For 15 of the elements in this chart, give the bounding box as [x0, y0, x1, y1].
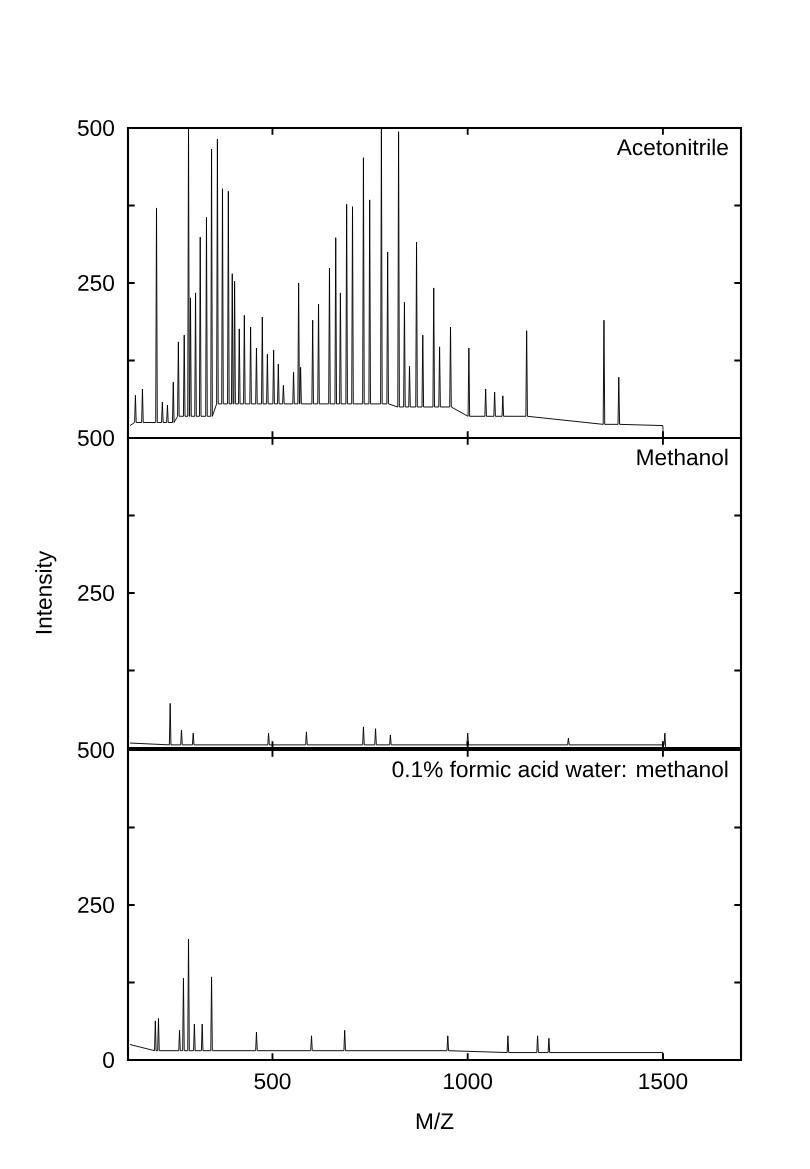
annotation: 0.1% formic acid water: methanol — [392, 760, 728, 778]
y-tick-label: 0 — [103, 1051, 114, 1069]
y-axis-title: Intensity — [35, 550, 57, 634]
x-tick-label: 1000 — [444, 1073, 493, 1090]
y-tick-label: 250 — [78, 896, 114, 914]
y-tick-label: 500 — [77, 741, 114, 759]
y-tick-label: 500 — [77, 429, 114, 447]
annotation: Methanol — [637, 448, 728, 466]
y-tick-label: 250 — [78, 584, 114, 602]
x-axis-title: M/Z — [416, 1112, 454, 1130]
y-tick-label: 250 — [78, 274, 114, 292]
annotation: Acetonitrile — [616, 138, 728, 156]
x-tick-label: 500 — [254, 1073, 291, 1090]
x-tick-label: 1500 — [639, 1073, 688, 1090]
y-tick-label: 500 — [77, 119, 114, 137]
